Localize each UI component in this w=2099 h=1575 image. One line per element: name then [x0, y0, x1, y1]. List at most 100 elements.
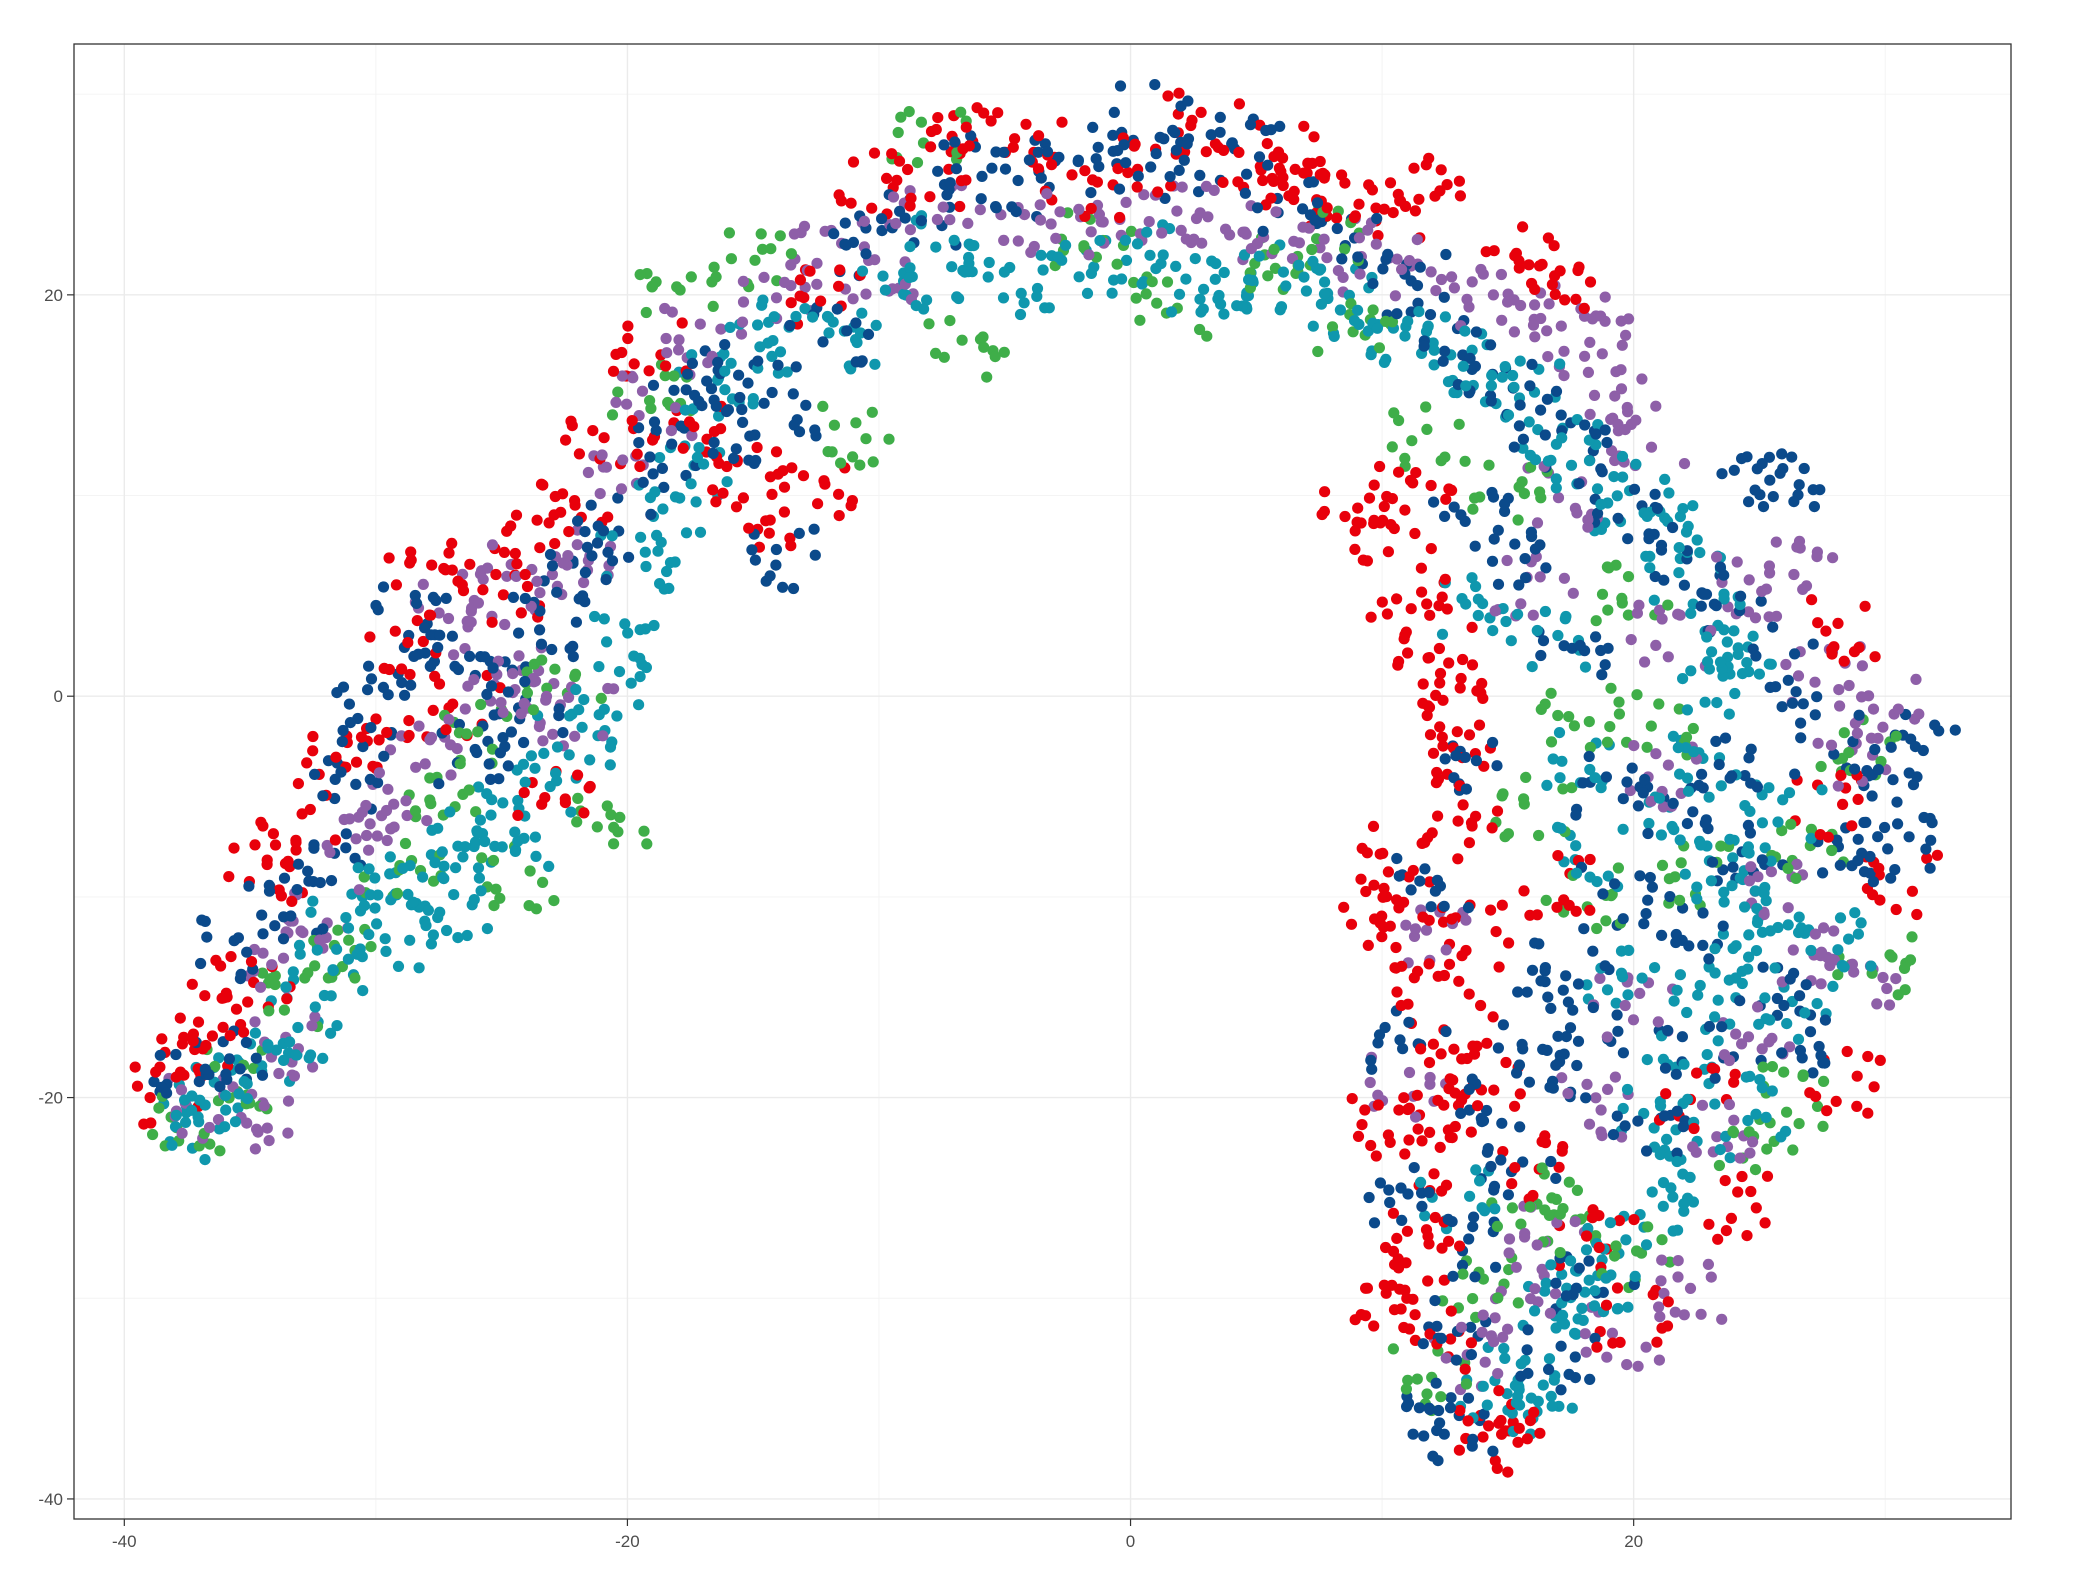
data-point-teal	[1371, 322, 1383, 334]
data-point-red	[1531, 909, 1543, 921]
data-point-purple	[1487, 289, 1499, 301]
data-point-navy	[817, 336, 829, 348]
data-point-red	[1473, 719, 1486, 731]
data-point-teal	[1472, 593, 1484, 605]
data-point-green	[1622, 609, 1634, 621]
data-point-red	[1906, 885, 1918, 897]
data-point-navy	[269, 920, 281, 932]
data-point-red	[1534, 1427, 1546, 1439]
data-point-green	[1545, 687, 1557, 699]
data-point-navy	[309, 768, 321, 781]
data-point-red	[1401, 1292, 1413, 1304]
data-point-teal	[652, 545, 664, 557]
data-point-navy	[1592, 507, 1604, 519]
data-point-red	[1542, 232, 1554, 244]
data-point-teal	[1772, 816, 1784, 828]
data-point-navy	[1440, 1025, 1452, 1038]
data-point-red	[559, 793, 571, 805]
data-point-red	[1391, 1232, 1403, 1244]
data-point-teal	[1793, 911, 1805, 923]
data-point-navy	[1535, 649, 1547, 662]
data-point-teal	[1555, 822, 1567, 834]
data-point-navy	[693, 395, 705, 407]
data-point-red	[1359, 1104, 1371, 1116]
data-point-navy	[483, 758, 495, 770]
data-point-purple	[1662, 759, 1674, 771]
data-point-purple	[1865, 732, 1877, 744]
data-point-purple	[1625, 634, 1637, 646]
data-point-navy	[1463, 1083, 1475, 1095]
data-point-navy	[1555, 1384, 1567, 1396]
data-point-red	[1131, 181, 1143, 193]
data-point-purple	[1723, 1098, 1735, 1111]
data-point-green	[1151, 297, 1163, 309]
data-point-green	[892, 126, 904, 139]
data-point-navy	[1589, 1332, 1601, 1344]
data-point-green	[1818, 1075, 1830, 1087]
data-point-teal	[1756, 1082, 1768, 1094]
data-point-red	[868, 147, 881, 159]
data-point-teal	[1210, 258, 1222, 270]
data-point-navy	[1499, 498, 1511, 510]
data-point-navy	[1557, 984, 1569, 996]
data-point-red	[1425, 479, 1437, 492]
data-point-green	[860, 433, 872, 445]
data-point-teal	[1554, 772, 1566, 784]
data-point-teal	[1399, 330, 1411, 342]
data-point-purple	[175, 1084, 188, 1096]
data-point-teal	[1600, 1272, 1612, 1284]
data-point-teal	[1119, 234, 1132, 246]
data-point-navy	[364, 773, 376, 786]
data-point-teal	[1667, 1191, 1679, 1203]
data-point-navy	[1572, 978, 1585, 990]
data-point-teal	[1060, 239, 1072, 251]
data-point-navy	[1463, 1233, 1475, 1245]
data-point-navy	[1417, 1338, 1429, 1350]
data-point-navy	[790, 361, 802, 373]
data-point-navy	[1552, 1030, 1564, 1042]
data-point-navy	[1023, 154, 1035, 166]
data-point-green	[1612, 862, 1624, 874]
data-point-teal	[1611, 490, 1623, 502]
data-point-navy	[1570, 1282, 1582, 1294]
data-point-green	[463, 784, 475, 796]
data-point-green	[1613, 708, 1625, 720]
data-point-purple	[1765, 866, 1777, 878]
data-point-red	[1339, 177, 1351, 189]
data-point-green	[1540, 894, 1552, 907]
data-point-navy	[1853, 709, 1865, 721]
data-point-navy	[1465, 1349, 1477, 1361]
data-point-navy	[915, 215, 928, 227]
data-point-teal	[1231, 300, 1243, 312]
data-point-navy	[1492, 524, 1504, 536]
data-point-red	[370, 713, 382, 725]
data-point-teal	[220, 1090, 232, 1102]
x-tick-label: -20	[615, 1532, 640, 1551]
data-point-red	[778, 506, 791, 518]
data-point-teal	[180, 1116, 192, 1128]
data-point-navy	[1809, 709, 1821, 721]
data-point-red	[494, 682, 506, 694]
data-point-navy	[1476, 1116, 1488, 1128]
data-point-red	[1459, 1363, 1471, 1375]
data-point-red	[1513, 255, 1525, 267]
data-point-purple	[518, 697, 530, 710]
data-point-purple	[1093, 208, 1105, 220]
data-point-red	[498, 546, 510, 559]
data-point-purple	[1411, 234, 1423, 246]
data-point-navy	[243, 880, 255, 892]
data-point-red	[1445, 1333, 1457, 1345]
data-point-purple	[1318, 233, 1330, 245]
data-point-navy	[1463, 1104, 1475, 1116]
data-point-red	[1481, 1037, 1493, 1049]
data-point-teal	[438, 873, 450, 885]
data-point-navy	[1811, 691, 1823, 703]
data-point-teal	[690, 496, 702, 508]
data-point-red	[1572, 264, 1584, 277]
data-point-red	[1463, 729, 1476, 741]
data-point-purple	[1497, 1331, 1509, 1343]
data-point-red	[1549, 288, 1561, 300]
data-point-red	[1409, 1309, 1421, 1321]
data-point-teal	[781, 366, 793, 378]
data-point-purple	[1653, 1301, 1665, 1313]
